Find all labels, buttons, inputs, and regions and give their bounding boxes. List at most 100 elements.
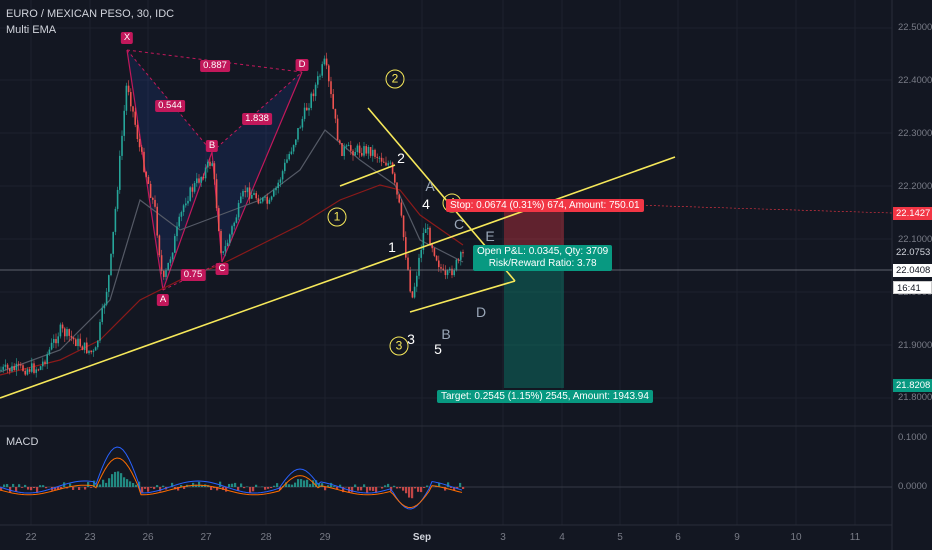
price-tick: 22.1000 bbox=[898, 234, 932, 245]
macd-histogram-bar bbox=[6, 484, 9, 487]
open-pnl-box[interactable]: Open P&L: 0.0345, Qty: 3709 Risk/Reward … bbox=[473, 245, 613, 271]
candle-body bbox=[215, 179, 218, 209]
macd-histogram-bar bbox=[111, 474, 114, 487]
macd-histogram-bar bbox=[171, 482, 174, 487]
macd-histogram-bar bbox=[69, 483, 72, 487]
candle-body bbox=[422, 232, 425, 250]
stop-info-box[interactable]: Stop: 0.0674 (0.31%) 674, Amount: 750.01 bbox=[446, 199, 644, 212]
wave-label-3[interactable]: 3 bbox=[407, 331, 415, 347]
candle-body bbox=[202, 177, 205, 179]
wave-label-1[interactable]: 1 bbox=[388, 239, 396, 255]
candle-body bbox=[9, 368, 11, 372]
candle-body bbox=[147, 176, 150, 184]
candle-body bbox=[365, 146, 367, 154]
price-candles bbox=[0, 52, 464, 378]
candle-body bbox=[314, 84, 317, 97]
harmonic-point-d[interactable]: D bbox=[295, 59, 309, 71]
circled-wave-2[interactable]: 2 bbox=[385, 69, 405, 89]
candle-body bbox=[200, 177, 202, 183]
macd-histogram-bar bbox=[147, 487, 150, 492]
indicator-label[interactable]: Multi EMA bbox=[6, 24, 57, 36]
target-info-box[interactable]: Target: 0.2545 (1.15%) 2545, Amount: 194… bbox=[437, 390, 653, 403]
corrective-label-d[interactable]: D bbox=[475, 304, 487, 320]
candle-body bbox=[435, 255, 438, 261]
candle-body bbox=[374, 149, 376, 157]
macd-histogram-bar bbox=[78, 487, 81, 491]
macd-histogram-bar bbox=[303, 480, 306, 487]
macd-histogram-bar bbox=[45, 487, 48, 489]
wave-label-5[interactable]: 5 bbox=[434, 341, 442, 357]
candle-body bbox=[325, 58, 328, 66]
wave-label-2[interactable]: 2 bbox=[397, 150, 405, 166]
candle-body bbox=[409, 270, 411, 292]
macd-label[interactable]: MACD bbox=[6, 436, 39, 448]
corrective-label-e[interactable]: E bbox=[485, 228, 495, 244]
price-tick: 21.9000 bbox=[898, 340, 932, 351]
macd-histogram-bar bbox=[60, 487, 63, 489]
candle-body bbox=[160, 255, 163, 271]
corrective-label-a[interactable]: A bbox=[425, 178, 435, 194]
candle-body bbox=[156, 206, 158, 236]
countdown-tag: 16:41 bbox=[893, 281, 932, 294]
symbol-title[interactable]: EURO / MEXICAN PESO, 30, IDC bbox=[6, 8, 175, 20]
candle-body bbox=[222, 251, 224, 253]
price-tick: 22.3000 bbox=[898, 128, 932, 139]
macd-histogram-bar bbox=[255, 484, 258, 487]
candle-body bbox=[288, 153, 290, 160]
corrective-label-c[interactable]: C bbox=[453, 216, 465, 232]
candle-body bbox=[86, 342, 88, 354]
macd-histogram-bar bbox=[270, 487, 273, 489]
candle-body bbox=[127, 85, 130, 93]
macd-histogram-bar bbox=[0, 487, 3, 491]
candle-body bbox=[165, 270, 167, 277]
circled-wave-3[interactable]: 3 bbox=[389, 336, 409, 356]
circled-wave-1[interactable]: 1 bbox=[327, 207, 347, 227]
candle-body bbox=[345, 145, 348, 147]
candle-body bbox=[138, 139, 141, 148]
candle-body bbox=[255, 193, 257, 199]
macd-histogram-bar bbox=[12, 483, 15, 487]
macd-histogram-bar bbox=[24, 484, 27, 487]
candle-body bbox=[48, 349, 51, 355]
candle-body bbox=[152, 197, 154, 200]
candle-body bbox=[248, 187, 251, 199]
macd-histogram-bar bbox=[72, 487, 75, 490]
candle-body bbox=[143, 151, 145, 172]
candle-body bbox=[213, 163, 216, 180]
candle-body bbox=[218, 208, 220, 232]
macd-histogram-bar bbox=[39, 485, 42, 487]
macd-histogram-bar bbox=[126, 479, 129, 487]
candle-body bbox=[277, 182, 279, 189]
candle-body bbox=[411, 291, 414, 298]
macd-histogram-bar bbox=[324, 487, 327, 491]
macd-histogram-bar bbox=[195, 484, 198, 487]
corrective-label-b[interactable]: B bbox=[441, 326, 451, 342]
harmonic-point-a[interactable]: A bbox=[156, 294, 170, 306]
candle-body bbox=[220, 231, 222, 253]
harmonic-point-x[interactable]: X bbox=[120, 32, 134, 44]
candle-body bbox=[306, 107, 308, 111]
macd-histogram-bar bbox=[417, 487, 420, 492]
candle-body bbox=[389, 162, 392, 164]
candle-body bbox=[352, 150, 354, 156]
candle-body bbox=[35, 369, 37, 373]
main-trendline bbox=[0, 156, 676, 399]
macd-histogram-bar bbox=[453, 487, 456, 491]
trendlines bbox=[0, 107, 676, 399]
macd-histogram-bar bbox=[456, 487, 459, 489]
macd-histogram-bar bbox=[33, 487, 36, 489]
candle-body bbox=[323, 58, 326, 65]
macd-histogram-bar bbox=[288, 484, 291, 487]
candle-body bbox=[301, 118, 304, 128]
harmonic-point-b[interactable]: B bbox=[205, 140, 219, 152]
macd-histogram-bar bbox=[153, 487, 156, 490]
candle-body bbox=[204, 167, 207, 179]
candle-body bbox=[57, 336, 59, 344]
macd-histogram-bar bbox=[339, 484, 342, 487]
candle-body bbox=[347, 145, 350, 147]
price-tick: 22.5000 bbox=[898, 22, 932, 33]
candle-body bbox=[176, 226, 178, 237]
wave-label-4[interactable]: 4 bbox=[422, 196, 430, 212]
harmonic-point-c[interactable]: C bbox=[215, 263, 229, 275]
